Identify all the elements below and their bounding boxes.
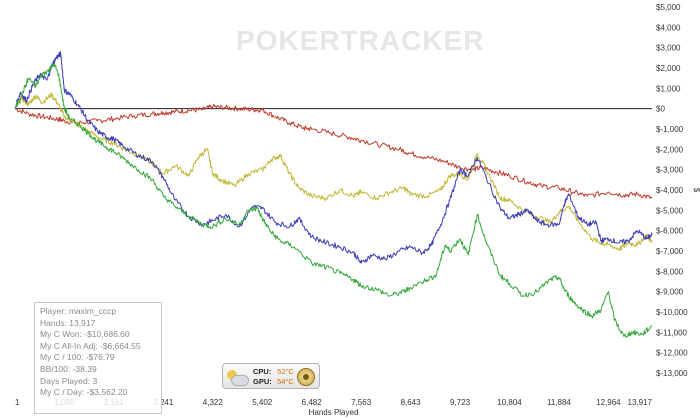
y-tick-label: $-2,000: [656, 145, 684, 154]
x-tick-label: 12,964: [596, 398, 621, 407]
y-tick-label: $4,000: [656, 23, 681, 32]
x-tick-label: 9,723: [450, 398, 471, 407]
gauge-icon: [297, 368, 315, 386]
y-axis-title: $: [692, 188, 700, 193]
y-tick-label: $-10,000: [656, 308, 688, 317]
gpu-temp-row: GPU: 54°C: [253, 377, 294, 386]
series-line-1: [14, 92, 653, 251]
gpu-label: GPU:: [253, 377, 272, 386]
y-tick-label: $-5,000: [656, 206, 684, 215]
x-tick-label: 11,884: [547, 398, 571, 407]
y-axis: $5,000 $4,000 $3,000 $2,000 $1,000 $0 $-1,000 $…: [656, 3, 688, 378]
x-tick-label: 13,917: [628, 398, 653, 407]
stat-hands: Hands: 13,917: [40, 317, 96, 328]
series-group: [14, 51, 653, 338]
y-tick-label: $3,000: [656, 44, 681, 53]
gpu-value: 54°C: [277, 377, 294, 386]
y-tick-label: $-11,000: [656, 328, 688, 337]
stat-player: Player: maxim_cccp: [40, 306, 117, 316]
stat-won: My C Won: -$10,686.60: [40, 329, 130, 340]
x-axis-title: Hands Played: [309, 408, 359, 417]
stat-per-100: My C / 100: -$76.79: [40, 352, 115, 363]
x-tick-label: 5,402: [252, 398, 273, 407]
y-tick-label: $5,000: [656, 3, 681, 12]
cpu-label: CPU:: [253, 367, 272, 376]
stat-per-day: My C / Day: -$3,562.20: [40, 387, 128, 398]
x-tick-label: 8,643: [401, 398, 422, 407]
x-tick-label: 3,241: [153, 398, 174, 407]
y-tick-label: $-3,000: [656, 166, 684, 175]
y-tick-label: $1,000: [656, 84, 681, 93]
x-tick-label: 4,322: [203, 398, 224, 407]
temperature-gadget[interactable]: CPU: 52°C GPU: 54°C: [222, 363, 320, 389]
y-tick-label: $-7,000: [656, 247, 684, 256]
stats-box: Player: maxim_cccp Hands: 13,917 My C Wo…: [34, 302, 162, 414]
cpu-temp-row: CPU: 52°C: [253, 367, 294, 376]
weather-icon: [225, 366, 249, 388]
y-tick-label: $0: [656, 105, 665, 114]
y-tick-label: $-12,000: [656, 349, 688, 358]
x-tick-label: 10,804: [497, 398, 522, 407]
stat-allin-adj: My C All-In Adj: -$6,664.55: [40, 340, 141, 351]
y-tick-label: $-6,000: [656, 227, 684, 236]
watermark-logo: POKERTRACKER: [236, 25, 484, 56]
y-tick-label: $-8,000: [656, 267, 684, 276]
y-tick-label: $-4,000: [656, 186, 684, 195]
stat-bb-100: BB/100: -38.39: [40, 363, 97, 374]
y-tick-label: $-1,000: [656, 125, 684, 134]
cpu-value: 52°C: [277, 367, 294, 376]
x-tick-label: 7,563: [351, 398, 372, 407]
series-line-3: [14, 62, 653, 338]
stat-days-played: Days Played: 3: [40, 375, 98, 386]
x-tick-label: 6,482: [302, 398, 323, 407]
series-line-2: [14, 51, 653, 264]
y-tick-label: $-9,000: [656, 288, 684, 297]
y-tick-label: $2,000: [656, 64, 681, 73]
series-line-0: [14, 103, 653, 199]
x-tick-label: 1: [15, 398, 20, 407]
y-tick-label: $-13,000: [656, 369, 688, 378]
